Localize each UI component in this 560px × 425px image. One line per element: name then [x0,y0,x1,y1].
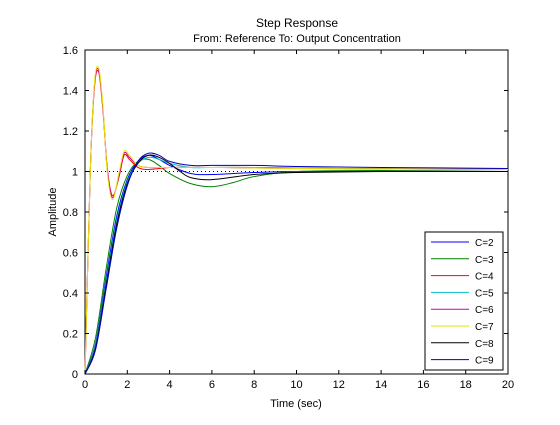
y-tick-label: 0.4 [63,288,78,300]
legend-label: C=7 [475,322,494,333]
y-tick-label: 1 [72,167,78,179]
legend-label: C=6 [475,305,494,316]
legend-label: C=9 [475,356,494,367]
x-tick-label: 0 [82,379,88,391]
y-tick-label: 1.4 [63,86,78,98]
x-tick-label: 18 [460,379,472,391]
y-axis-label: Amplitude [47,188,59,237]
legend-label: C=8 [475,339,494,350]
series-layer [84,65,509,375]
y-tick-label: 1.2 [63,126,78,138]
series-line-c-9 [84,152,509,375]
chart-subtitle: From: Reference To: Output Concentration [193,33,401,45]
x-axis-label: Time (sec) [270,398,322,410]
x-tick-label: 6 [209,379,215,391]
x-tick-label: 8 [251,379,257,391]
legend: C=2 C=3 C=4 C=5 C=6 C=7 C=8 C=9 [424,231,504,371]
legend-label: C=4 [475,272,494,283]
chart-title: Step Response [256,16,338,30]
x-tick-label: 2 [124,379,130,391]
series-line-c-3 [84,158,509,375]
legend-label: C=5 [475,288,494,299]
legend-box [424,231,504,371]
y-tick-label: 0.8 [63,207,78,219]
y-tick-label: 0.2 [63,329,78,341]
legend-label: C=3 [475,255,494,266]
x-tick-label: 4 [167,379,173,391]
series-line-c-7 [84,65,509,375]
y-tick-label: 1.6 [63,45,78,57]
x-tick-label: 20 [502,379,514,391]
x-tick-label: 10 [290,379,302,391]
x-tick-label: 12 [333,379,345,391]
x-tick-label: 16 [417,379,429,391]
x-tick-label: 14 [375,379,387,391]
tick-layer: 0 2 4 6 8 10 12 14 16 18 20 0 0.2 0.4 0.6 0.8 1 1.2 1.4 1.6 [63,45,514,391]
legend-label: C=2 [475,238,494,249]
y-tick-label: 0.6 [63,248,78,260]
series-line-c-8 [84,154,509,375]
y-tick-label: 0 [72,369,78,381]
